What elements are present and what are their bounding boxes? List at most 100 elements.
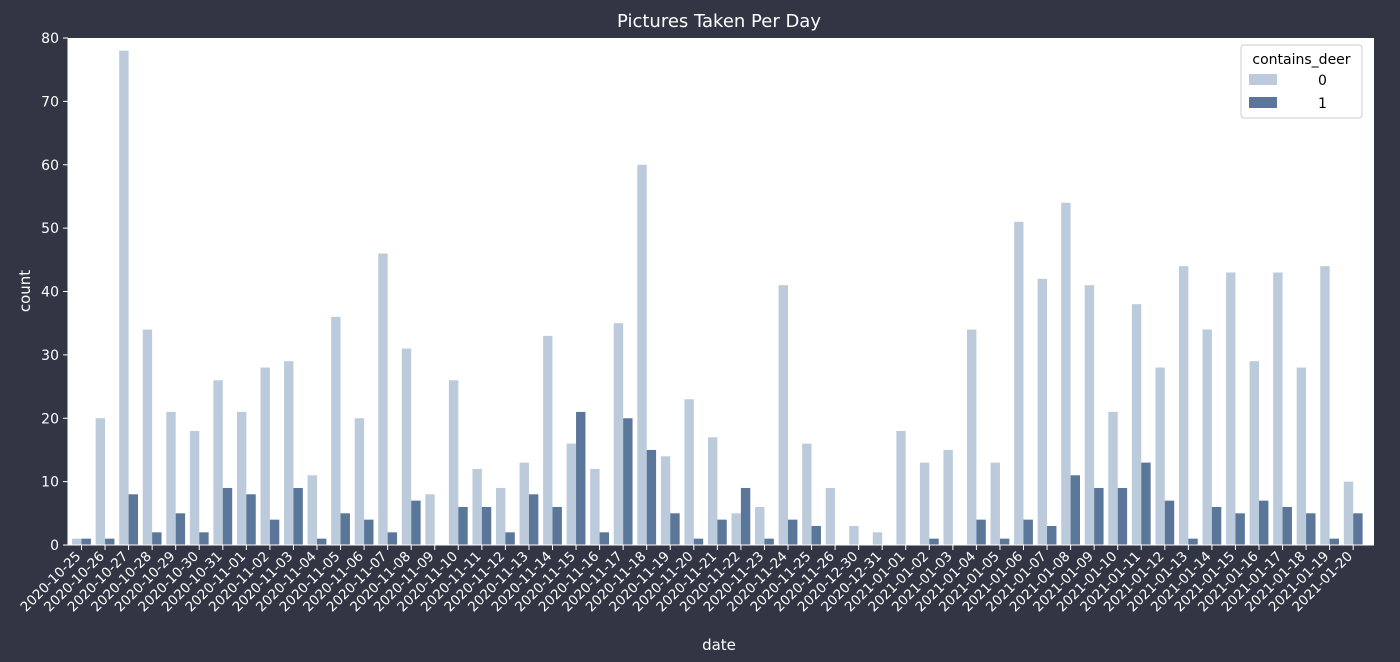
bar-1-2020-11-13 bbox=[528, 494, 539, 545]
bar-0-2021-01-04 bbox=[967, 329, 977, 545]
bar-0-2021-01-11 bbox=[1131, 304, 1142, 545]
bar-1-2020-10-28 bbox=[152, 532, 162, 545]
bar-1-2020-11-19 bbox=[670, 513, 680, 545]
bar-0-2021-01-20 bbox=[1343, 481, 1354, 546]
bar-0-2020-11-21 bbox=[707, 437, 718, 545]
bar-1-2020-11-21 bbox=[717, 519, 727, 545]
bar-1-2020-11-08 bbox=[411, 500, 421, 545]
bar-0-2020-11-02 bbox=[260, 367, 270, 545]
chart-title: Pictures Taken Per Day bbox=[617, 11, 821, 32]
bar-0-2020-11-16 bbox=[590, 468, 600, 545]
bar-1-2020-11-05 bbox=[340, 513, 350, 545]
bar-0-2020-11-26 bbox=[825, 487, 836, 545]
y-tick-label-40: 40 bbox=[41, 285, 59, 301]
bar-0-2020-11-04 bbox=[307, 475, 317, 545]
bar-0-2020-10-27 bbox=[119, 50, 129, 546]
legend-swatch-0 bbox=[1249, 74, 1277, 85]
bar-0-2020-10-30 bbox=[189, 430, 200, 545]
bar-1-2020-11-15 bbox=[576, 411, 586, 545]
bar-0-2020-11-08 bbox=[401, 348, 412, 545]
bar-1-2020-11-01 bbox=[246, 494, 256, 545]
bar-1-2021-01-19 bbox=[1329, 538, 1340, 545]
bar-1-2020-11-16 bbox=[599, 532, 609, 545]
bar-0-2021-01-05 bbox=[990, 462, 1000, 545]
bar-0-2020-10-28 bbox=[142, 329, 153, 545]
bar-1-2020-11-06 bbox=[364, 519, 374, 545]
bar-0-2021-01-12 bbox=[1155, 367, 1165, 545]
bar-0-2020-12-30 bbox=[849, 525, 859, 545]
y-axis: 0 10 20 30 40 50 60 70 80 bbox=[41, 31, 69, 554]
bar-1-2020-10-25 bbox=[81, 538, 91, 545]
bar-1-2020-11-12 bbox=[505, 532, 515, 545]
bar-1-2021-01-16 bbox=[1259, 500, 1269, 545]
bar-1-2021-01-15 bbox=[1235, 513, 1245, 545]
bar-0-2021-01-19 bbox=[1320, 266, 1330, 545]
x-axis: 2020-10-252020-10-262020-10-272020-10-28… bbox=[18, 544, 1374, 615]
bar-1-2021-01-05 bbox=[999, 538, 1010, 545]
bar-0-2020-11-06 bbox=[354, 418, 365, 545]
bar-0-2020-11-13 bbox=[519, 462, 529, 545]
y-tick-label-20: 20 bbox=[41, 411, 59, 427]
bar-0-2020-11-19 bbox=[660, 456, 671, 545]
bar-0-2020-11-20 bbox=[684, 399, 694, 545]
bar-1-2021-01-17 bbox=[1282, 506, 1292, 545]
bar-0-2020-11-14 bbox=[543, 335, 553, 545]
bar-0-2021-01-06 bbox=[1014, 221, 1024, 546]
bar-0-2020-11-17 bbox=[613, 323, 624, 545]
bar-1-2021-01-02 bbox=[929, 538, 939, 545]
bar-1-2021-01-08 bbox=[1070, 475, 1080, 545]
bar-1-2021-01-11 bbox=[1141, 462, 1151, 545]
bar-1-2020-10-31 bbox=[222, 487, 233, 545]
bar-1-2020-10-29 bbox=[175, 513, 186, 545]
bar-0-2021-01-09 bbox=[1084, 285, 1095, 545]
legend-label-1: 1 bbox=[1318, 96, 1327, 112]
bar-0-2021-01-01 bbox=[896, 430, 906, 545]
bar-0-2020-11-11 bbox=[472, 468, 482, 545]
y-axis-label: count bbox=[16, 270, 34, 312]
bar-0-2020-11-25 bbox=[802, 443, 812, 545]
bar-0-2020-11-12 bbox=[496, 487, 506, 545]
bars-group bbox=[72, 50, 1363, 546]
bar-1-2021-01-12 bbox=[1164, 500, 1175, 545]
bar-0-2020-11-01 bbox=[236, 411, 247, 545]
bar-1-2020-11-02 bbox=[269, 519, 280, 545]
bar-1-2021-01-20 bbox=[1353, 513, 1363, 545]
bar-0-2021-01-13 bbox=[1178, 266, 1189, 545]
bar-1-2020-11-25 bbox=[811, 525, 821, 545]
bar-0-2021-01-18 bbox=[1296, 367, 1307, 545]
bar-0-2021-01-15 bbox=[1226, 272, 1236, 545]
bar-0-2020-11-03 bbox=[284, 361, 294, 545]
bar-1-2020-11-07 bbox=[387, 532, 398, 545]
bar-0-2021-01-02 bbox=[919, 462, 930, 545]
bar-0-2020-11-10 bbox=[448, 380, 459, 545]
y-tick-label-70: 70 bbox=[41, 94, 59, 110]
bar-0-2021-01-17 bbox=[1273, 272, 1283, 545]
bar-1-2021-01-10 bbox=[1117, 487, 1128, 545]
bar-1-2020-10-26 bbox=[105, 538, 115, 545]
bar-0-2020-11-24 bbox=[778, 285, 788, 545]
bar-0-2020-11-18 bbox=[637, 164, 647, 545]
bar-0-2020-11-22 bbox=[731, 513, 741, 545]
bar-0-2021-01-16 bbox=[1249, 361, 1259, 545]
bar-0-2021-01-14 bbox=[1202, 329, 1212, 545]
bar-1-2020-11-10 bbox=[458, 506, 468, 545]
bar-1-2021-01-14 bbox=[1211, 506, 1222, 545]
y-tick-label-30: 30 bbox=[41, 348, 59, 364]
bar-0-2021-01-10 bbox=[1108, 411, 1118, 545]
bar-0-2020-10-31 bbox=[213, 380, 223, 545]
bar-1-2021-01-09 bbox=[1094, 487, 1104, 545]
bar-1-2021-01-07 bbox=[1047, 525, 1057, 545]
legend-title: contains_deer bbox=[1252, 52, 1350, 68]
bar-1-2020-11-14 bbox=[552, 506, 562, 545]
legend-swatch-1 bbox=[1249, 97, 1277, 108]
bar-1-2021-01-04 bbox=[976, 519, 986, 545]
y-tick-label-0: 0 bbox=[50, 538, 59, 554]
bar-1-2020-11-04 bbox=[317, 538, 327, 545]
bar-1-2021-01-06 bbox=[1023, 519, 1033, 545]
bar-1-2020-11-22 bbox=[740, 487, 751, 545]
bar-1-2020-11-03 bbox=[293, 487, 303, 545]
legend-label-0: 0 bbox=[1318, 73, 1327, 89]
bar-0-2020-11-05 bbox=[331, 316, 341, 545]
bar-1-2020-11-20 bbox=[693, 538, 704, 545]
